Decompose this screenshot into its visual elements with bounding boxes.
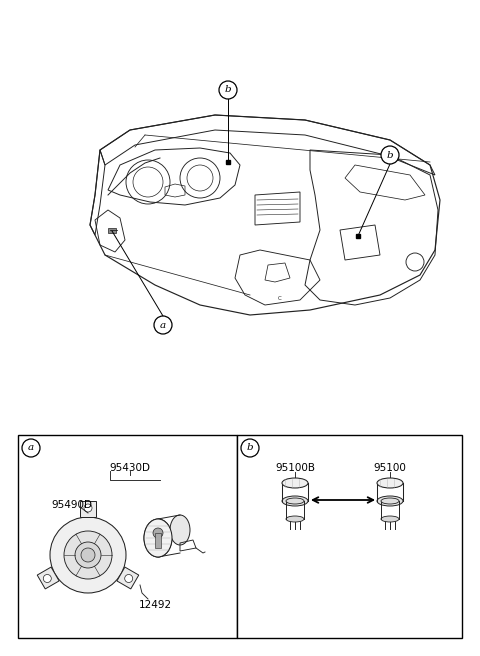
Ellipse shape [377, 478, 403, 488]
Text: 95100B: 95100B [275, 463, 315, 473]
Circle shape [381, 146, 399, 164]
Circle shape [153, 528, 163, 538]
Polygon shape [155, 533, 161, 548]
Text: b: b [387, 150, 393, 159]
Bar [237, 435, 462, 638]
Ellipse shape [381, 516, 399, 522]
Polygon shape [37, 567, 59, 589]
Text: a: a [160, 321, 166, 329]
Circle shape [81, 548, 95, 562]
Circle shape [84, 504, 92, 512]
Ellipse shape [381, 498, 399, 504]
Ellipse shape [144, 519, 172, 557]
Circle shape [75, 542, 101, 568]
Text: 95430D: 95430D [109, 463, 151, 473]
Circle shape [219, 81, 237, 99]
Bar [18, 435, 237, 638]
Text: b: b [247, 443, 253, 453]
Ellipse shape [286, 516, 304, 522]
Ellipse shape [170, 515, 190, 545]
Circle shape [43, 575, 51, 583]
Ellipse shape [377, 496, 403, 506]
Text: a: a [28, 443, 34, 453]
Ellipse shape [286, 498, 304, 504]
Text: 95490D: 95490D [51, 500, 93, 510]
Ellipse shape [282, 478, 308, 488]
Circle shape [64, 531, 112, 579]
Polygon shape [80, 501, 96, 517]
Circle shape [22, 439, 40, 457]
Ellipse shape [144, 519, 172, 557]
Text: C: C [278, 295, 282, 300]
Circle shape [241, 439, 259, 457]
Text: 95100: 95100 [373, 463, 407, 473]
Ellipse shape [282, 496, 308, 506]
Bar [108, 228, 116, 233]
Circle shape [50, 517, 126, 593]
Text: 12492: 12492 [138, 600, 171, 610]
Polygon shape [117, 567, 139, 589]
Circle shape [125, 575, 132, 583]
Text: b: b [225, 85, 231, 94]
Circle shape [154, 316, 172, 334]
